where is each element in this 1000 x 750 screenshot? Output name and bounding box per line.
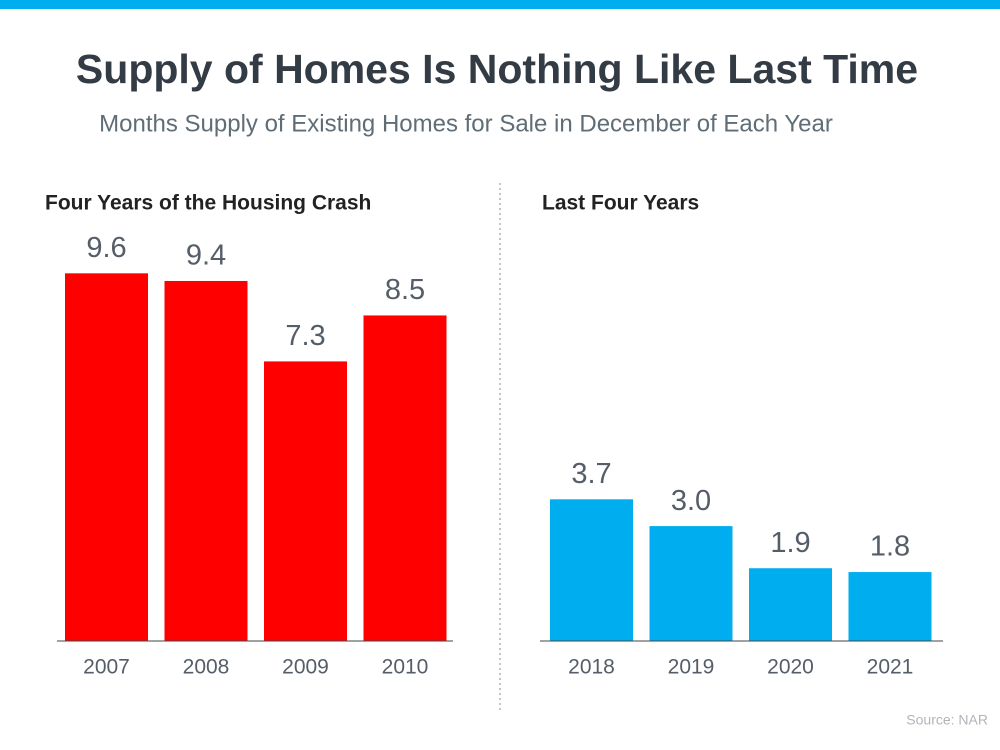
bar	[264, 361, 347, 641]
source: Source: NAR	[906, 712, 988, 728]
x-tick-label: 2009	[282, 656, 329, 679]
value-label: 1.8	[870, 531, 910, 563]
x-tick-label: 2018	[568, 656, 615, 679]
bar	[164, 280, 248, 641]
chart-title: Last Four Years	[542, 192, 699, 215]
value-label: 1.9	[770, 527, 810, 559]
x-tick-label: 2008	[183, 656, 230, 679]
page-title: Supply of Homes Is Nothing Like Last Tim…	[76, 46, 918, 92]
bar	[749, 568, 832, 641]
value-label: 3.0	[671, 485, 711, 517]
value-label: 9.6	[86, 232, 126, 264]
page-subtitle: Months Supply of Existing Homes for Sale…	[99, 110, 833, 137]
bar	[649, 526, 733, 641]
value-label: 7.3	[285, 320, 325, 352]
chart-title: Four Years of the Housing Crash	[45, 192, 371, 215]
bar	[848, 572, 932, 641]
value-label: 3.7	[571, 458, 611, 490]
bar	[550, 499, 633, 641]
x-tick-label: 2021	[867, 656, 914, 679]
x-tick-label: 2020	[767, 656, 814, 679]
bar	[363, 315, 447, 641]
x-tick-label: 2007	[83, 656, 130, 679]
x-tick-label: 2010	[382, 656, 429, 679]
value-label: 9.4	[186, 240, 226, 272]
bar	[65, 273, 148, 641]
x-tick-label: 2019	[668, 656, 715, 679]
top-band	[0, 0, 1000, 9]
value-label: 8.5	[385, 274, 425, 306]
